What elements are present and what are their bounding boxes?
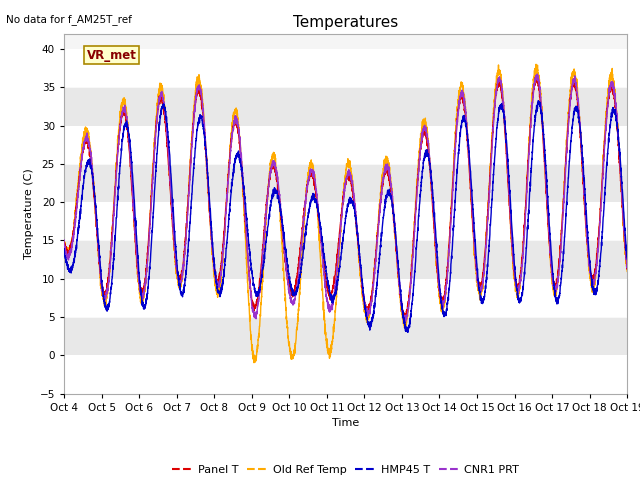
Bar	[64, 279, 627, 317]
Bar	[64, 87, 627, 125]
Bar	[64, 355, 627, 394]
Text: VR_met: VR_met	[86, 49, 136, 62]
Bar	[64, 164, 627, 202]
Bar	[64, 317, 627, 355]
Text: No data for f_AM25T_ref: No data for f_AM25T_ref	[6, 14, 132, 25]
X-axis label: Time: Time	[332, 418, 359, 428]
Bar	[64, 240, 627, 279]
Y-axis label: Temperature (C): Temperature (C)	[24, 168, 34, 259]
Title: Temperatures: Temperatures	[293, 15, 398, 30]
Bar	[64, 49, 627, 87]
Bar	[64, 202, 627, 240]
Bar	[64, 125, 627, 164]
Legend: Panel T, Old Ref Temp, HMP45 T, CNR1 PRT: Panel T, Old Ref Temp, HMP45 T, CNR1 PRT	[168, 460, 524, 479]
